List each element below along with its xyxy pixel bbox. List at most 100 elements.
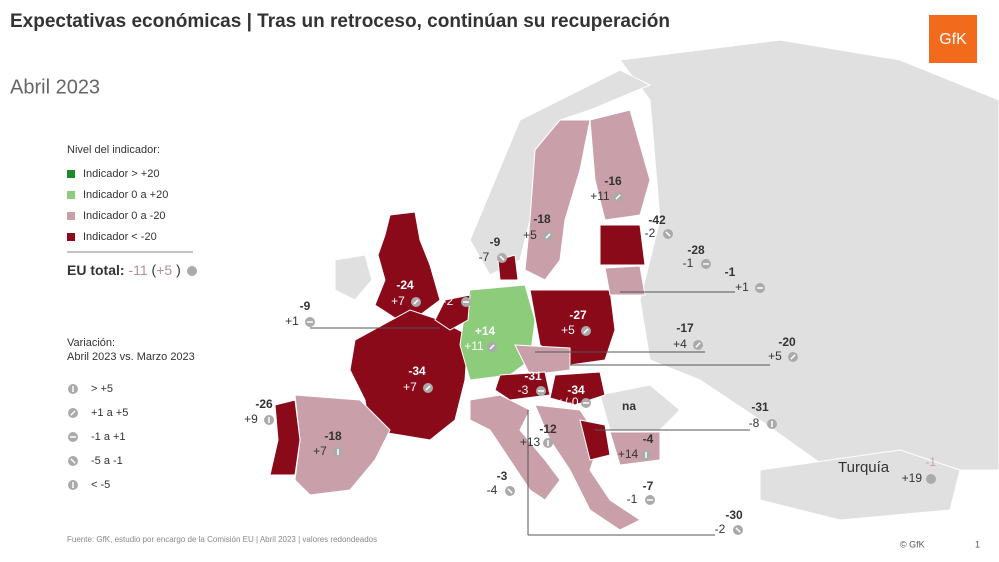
variation-item: < -5 xyxy=(91,479,110,491)
arrow-icon xyxy=(926,474,936,484)
country-value: -27 xyxy=(569,308,587,322)
country-change: +/-0 xyxy=(557,395,578,409)
variation-item: -5 a -1 xyxy=(91,455,123,467)
country-value: -1 xyxy=(725,265,736,279)
country-change: +14 xyxy=(618,447,639,461)
land-ireland xyxy=(334,254,373,301)
country-value: -34 xyxy=(408,364,426,378)
country-change: -4 xyxy=(487,483,498,497)
arrow xyxy=(735,527,741,533)
arrow xyxy=(615,194,621,200)
country-value: -7 xyxy=(643,479,654,493)
turkey-name: Turquía xyxy=(838,459,890,476)
country xyxy=(494,371,551,401)
country xyxy=(524,119,591,281)
title: Expectativas económicas | Tras un retroc… xyxy=(10,11,670,32)
country-value: -28 xyxy=(687,243,705,257)
country-change: +11 xyxy=(464,339,484,353)
country xyxy=(514,344,571,376)
eu-change: +5 xyxy=(156,262,172,278)
variation-item: -1 a +1 xyxy=(91,431,126,443)
country xyxy=(434,294,471,331)
leader-lines xyxy=(310,291,770,536)
legend-swatch xyxy=(67,191,75,199)
arrow xyxy=(790,354,796,360)
arrow xyxy=(425,385,431,391)
country-value: -42 xyxy=(648,213,666,227)
page-number: 1 xyxy=(975,539,980,549)
arrow xyxy=(70,410,76,416)
eu-total: EU total: -11 (+5 ) xyxy=(67,262,181,278)
land-balkans xyxy=(599,384,681,431)
legend-title: Nivel del indicador: xyxy=(67,144,160,156)
country-change: -2 xyxy=(715,522,726,536)
country-value: +14 xyxy=(475,324,496,338)
legend-item: Indicador > +20 xyxy=(83,168,159,180)
legend-item: Indicador 0 a +20 xyxy=(83,189,168,201)
na-label: na xyxy=(622,399,636,413)
arrow xyxy=(413,299,419,305)
country-change: -7 xyxy=(479,250,490,264)
legend-item: Indicador 0 a -20 xyxy=(83,210,166,222)
country-change: +5 xyxy=(523,228,537,242)
country-value: -34 xyxy=(567,383,585,397)
country xyxy=(589,109,651,221)
country-change: -8 xyxy=(749,416,760,430)
land-turkey xyxy=(759,449,961,521)
land-east xyxy=(619,39,999,471)
country-change: +9 xyxy=(244,412,258,426)
eu-label: EU total: xyxy=(67,262,125,278)
arrow xyxy=(665,231,671,237)
country-value: -18 xyxy=(324,429,342,443)
arrow xyxy=(695,342,701,348)
country-value: -9 xyxy=(490,235,501,249)
country-value: -21 xyxy=(449,279,467,293)
country xyxy=(349,309,469,441)
copyright: © GfK xyxy=(900,539,925,549)
map xyxy=(269,39,999,531)
country-change: +1 xyxy=(735,280,749,294)
country-change: +5 xyxy=(561,323,575,337)
country xyxy=(269,399,301,476)
country xyxy=(599,224,646,266)
country-change: -3 xyxy=(518,383,529,397)
country-value: -20 xyxy=(778,335,796,349)
country-value: -17 xyxy=(676,321,694,335)
country-change: +11 xyxy=(590,189,610,203)
country-value: -4 xyxy=(643,432,654,446)
arrow xyxy=(499,255,505,261)
country-value: -9 xyxy=(300,299,311,313)
country xyxy=(604,265,646,296)
country-value: -31 xyxy=(524,369,542,383)
arrow xyxy=(507,488,513,494)
arrow xyxy=(545,233,551,239)
legend-swatch xyxy=(67,233,75,241)
turkey-change: +19 xyxy=(902,471,923,485)
country xyxy=(459,284,536,381)
subtitle: Abril 2023 xyxy=(10,76,100,98)
country-change: -1 xyxy=(627,492,638,506)
legend-swatch xyxy=(67,170,75,178)
country-change: +7 xyxy=(403,380,417,394)
country-value: -30 xyxy=(725,508,743,522)
country-change: +7 xyxy=(391,294,405,308)
country-change: -2 xyxy=(645,226,656,240)
country-value: -18 xyxy=(533,212,551,226)
variation-item: > +5 xyxy=(91,383,113,395)
country-value: -16 xyxy=(604,174,622,188)
logo-box xyxy=(929,15,977,63)
country xyxy=(469,394,561,501)
country-value: -26 xyxy=(255,397,273,411)
country-value: -3 xyxy=(497,469,508,483)
country-value: -24 xyxy=(396,278,414,292)
country-change: +5 xyxy=(768,349,782,363)
country-change: +7 xyxy=(313,444,327,458)
country-change: +1 xyxy=(285,314,299,328)
variation-title: Variación: xyxy=(67,337,115,349)
country-change: +13 xyxy=(520,435,541,449)
variation-item: +1 a +5 xyxy=(91,407,128,419)
country-value: -31 xyxy=(751,400,769,414)
source: Fuente: GfK, estudio por encargo de la C… xyxy=(67,535,377,544)
